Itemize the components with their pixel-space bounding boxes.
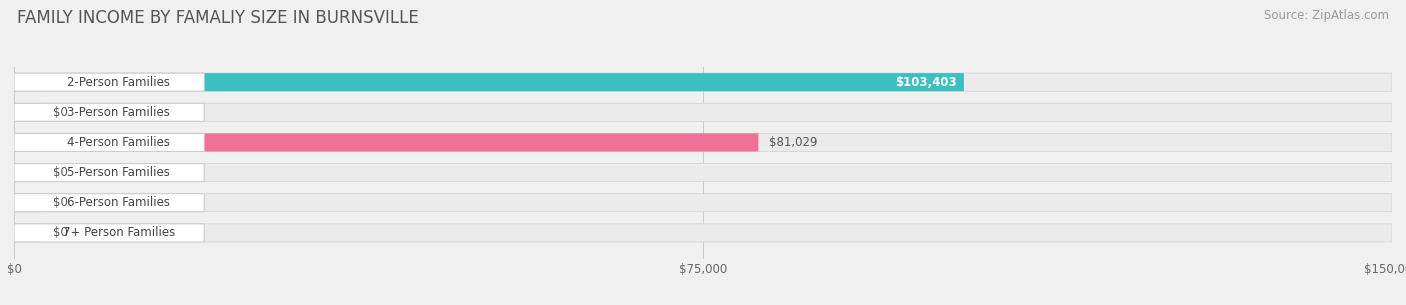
FancyBboxPatch shape	[14, 133, 1392, 152]
FancyBboxPatch shape	[14, 163, 1392, 182]
FancyBboxPatch shape	[14, 103, 204, 121]
FancyBboxPatch shape	[14, 194, 1392, 212]
FancyBboxPatch shape	[14, 73, 1392, 91]
FancyBboxPatch shape	[14, 224, 1392, 242]
FancyBboxPatch shape	[14, 224, 204, 242]
FancyBboxPatch shape	[14, 103, 1392, 121]
Text: 6-Person Families: 6-Person Families	[67, 196, 170, 209]
Text: 3-Person Families: 3-Person Families	[67, 106, 170, 119]
Text: 5-Person Families: 5-Person Families	[67, 166, 170, 179]
Text: $0: $0	[52, 196, 67, 209]
Text: $103,403: $103,403	[896, 76, 957, 89]
Text: $81,029: $81,029	[769, 136, 818, 149]
Text: Source: ZipAtlas.com: Source: ZipAtlas.com	[1264, 9, 1389, 22]
Text: $0: $0	[52, 226, 67, 239]
Text: 7+ Person Families: 7+ Person Families	[62, 226, 174, 239]
FancyBboxPatch shape	[14, 194, 204, 212]
Text: $0: $0	[52, 106, 67, 119]
Text: $0: $0	[52, 166, 67, 179]
FancyBboxPatch shape	[14, 73, 965, 91]
Text: FAMILY INCOME BY FAMALIY SIZE IN BURNSVILLE: FAMILY INCOME BY FAMALIY SIZE IN BURNSVI…	[17, 9, 419, 27]
FancyBboxPatch shape	[14, 163, 204, 182]
FancyBboxPatch shape	[14, 103, 42, 121]
FancyBboxPatch shape	[14, 73, 204, 91]
Text: 2-Person Families: 2-Person Families	[67, 76, 170, 89]
Text: 4-Person Families: 4-Person Families	[67, 136, 170, 149]
FancyBboxPatch shape	[14, 133, 758, 152]
FancyBboxPatch shape	[14, 194, 42, 212]
FancyBboxPatch shape	[14, 224, 42, 242]
FancyBboxPatch shape	[14, 163, 42, 182]
FancyBboxPatch shape	[14, 133, 204, 152]
